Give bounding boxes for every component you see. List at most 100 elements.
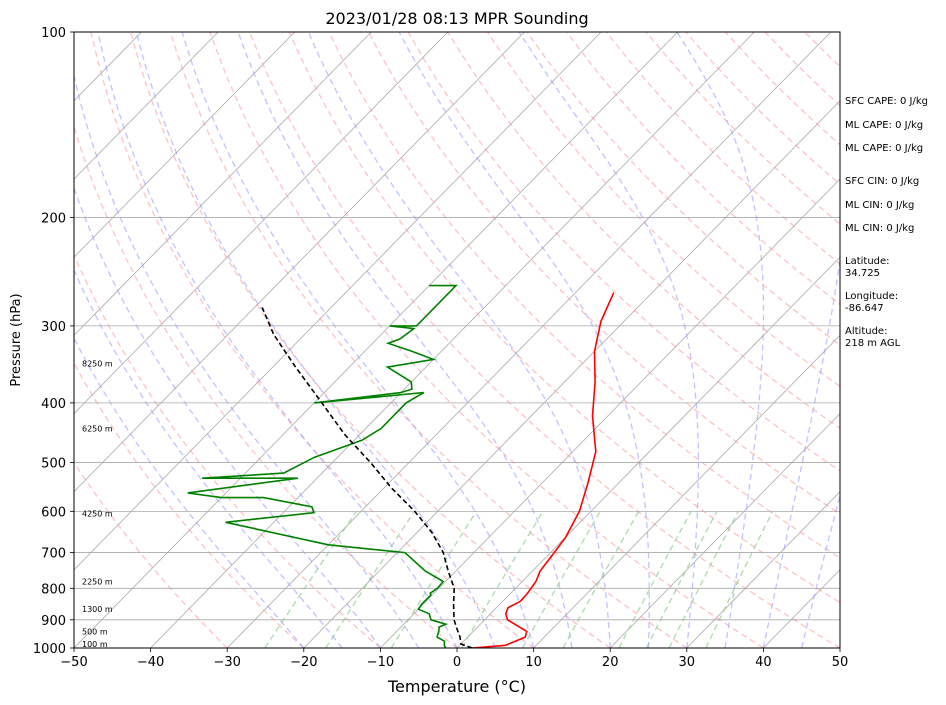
latitude-label: Latitude:	[845, 256, 890, 267]
mixing-ratio-line	[705, 511, 774, 648]
longitude-value: -86.647	[845, 303, 884, 314]
mixing-ratio-line	[264, 510, 358, 648]
isotherm-line	[74, 32, 525, 493]
parcel-profile	[261, 307, 473, 648]
temperature-profile	[472, 292, 615, 648]
moist-adiabat	[518, 32, 700, 648]
x-tick-label: 10	[525, 655, 542, 670]
moist-adiabat	[398, 32, 650, 648]
moist-adiabat	[74, 186, 381, 648]
height-label: 500 m	[82, 627, 108, 636]
mixing-ratio-line	[461, 510, 544, 648]
x-axis-ticks: −50 −40 −30 −20 −10 0 10 20 30 40 50	[60, 648, 848, 670]
moist-adiabat	[74, 73, 420, 648]
dry-adiabat	[169, 32, 688, 648]
x-tick-label: 40	[755, 655, 772, 670]
moist-adiabat	[135, 32, 496, 648]
dry-adiabat	[74, 124, 458, 648]
x-tick-label: −10	[367, 655, 394, 670]
y-tick-label: 200	[41, 211, 66, 226]
ml-cin-label: ML CIN: 0 J/kg	[845, 200, 914, 211]
isotherm-line	[533, 334, 840, 648]
moist-adiabat	[97, 32, 458, 648]
isotherm-line	[74, 32, 449, 415]
height-label: 6250 m	[82, 424, 113, 433]
moist-adiabat	[801, 493, 840, 648]
height-label: 100 m	[82, 640, 108, 649]
altitude-value: 218 m AGL	[845, 338, 901, 349]
moist-adiabat	[181, 32, 535, 648]
pressure-grid	[74, 32, 840, 648]
latitude-value: 34.725	[845, 268, 880, 279]
isotherm-line	[380, 178, 840, 648]
ml-cin-label-2: ML CIN: 0 J/kg	[845, 223, 914, 234]
dry-adiabat	[74, 253, 381, 648]
isotherm-line	[74, 32, 372, 336]
isotherm-line	[74, 32, 295, 258]
mixing-ratio-line	[618, 510, 692, 648]
x-axis-label: Temperature (°C)	[387, 677, 526, 696]
mixing-ratio-line	[645, 510, 718, 648]
y-tick-label: 400	[41, 397, 66, 412]
sounding-info-panel: SFC CAPE: 0 J/kg ML CAPE: 0 J/kg ML CAPE…	[845, 96, 928, 349]
x-tick-label: −40	[137, 655, 164, 670]
background-lines	[74, 32, 840, 648]
dry-adiabat	[367, 32, 840, 515]
y-tick-label: 600	[41, 505, 66, 520]
height-label: 1300 m	[82, 605, 113, 614]
y-tick-label: 1000	[33, 642, 66, 657]
x-tick-label: 0	[453, 655, 461, 670]
isotherm-line	[74, 32, 602, 571]
isotherm-line	[303, 100, 840, 648]
moist-adiabat	[762, 255, 840, 648]
mixing-ratio-line	[562, 510, 640, 648]
y-tick-label: 900	[41, 614, 66, 629]
height-labels: 8250 m 6250 m 4250 m 2250 m 1300 m 500 m 100 m	[82, 359, 113, 649]
dry-adiabat	[74, 461, 228, 648]
plot-frame	[73, 31, 841, 649]
y-tick-label: 100	[41, 26, 66, 41]
x-tick-label: −50	[60, 655, 87, 670]
isotherm-line	[609, 412, 840, 648]
x-tick-label: −20	[290, 655, 317, 670]
dry-adiabat	[447, 32, 840, 430]
sfc-cin-label: SFC CIN: 0 J/kg	[845, 176, 919, 187]
mixing-ratio-line	[521, 510, 601, 648]
dry-adiabat	[90, 32, 534, 648]
dry-adiabat	[486, 32, 840, 388]
y-axis-label: Pressure (hPa)	[9, 293, 24, 386]
series-layer	[187, 284, 615, 648]
isotherm-line	[226, 32, 832, 648]
dry-adiabat	[407, 32, 840, 472]
dry-adiabat	[209, 32, 764, 648]
chart-title: 2023/01/28 08:13 MPR Sounding	[325, 9, 588, 28]
x-tick-label: 50	[832, 655, 849, 670]
y-axis-ticks: 100 200 300 400 500 600 700 800 900 1000	[33, 26, 74, 657]
isotherm-line	[74, 32, 678, 648]
dry-adiabat	[248, 32, 840, 648]
height-label: 2250 m	[82, 578, 113, 587]
sfc-cape-label: SFC CAPE: 0 J/kg	[845, 96, 928, 107]
ml-cape-label-2: ML CAPE: 0 J/kg	[845, 143, 923, 154]
dry-adiabat	[288, 32, 840, 604]
isotherm-line	[150, 32, 755, 648]
dry-adiabat	[328, 32, 840, 559]
height-label: 4250 m	[82, 510, 113, 519]
dry-adiabat	[130, 32, 611, 648]
isotherm-line	[74, 32, 219, 180]
dry-adiabat	[74, 362, 305, 648]
moist-adiabat	[676, 32, 765, 648]
y-tick-label: 700	[41, 547, 66, 562]
moist-adiabat	[307, 32, 611, 648]
moist-adiabat	[237, 32, 573, 648]
ml-cape-label: ML CAPE: 0 J/kg	[845, 120, 923, 131]
y-tick-label: 300	[41, 320, 66, 335]
isotherm-line	[456, 256, 840, 648]
height-label: 8250 m	[82, 359, 113, 368]
y-tick-label: 800	[41, 582, 66, 597]
x-tick-label: 30	[679, 655, 696, 670]
mixing-ratio-line	[668, 510, 739, 648]
longitude-label: Longitude:	[845, 291, 898, 302]
x-tick-label: −30	[213, 655, 240, 670]
